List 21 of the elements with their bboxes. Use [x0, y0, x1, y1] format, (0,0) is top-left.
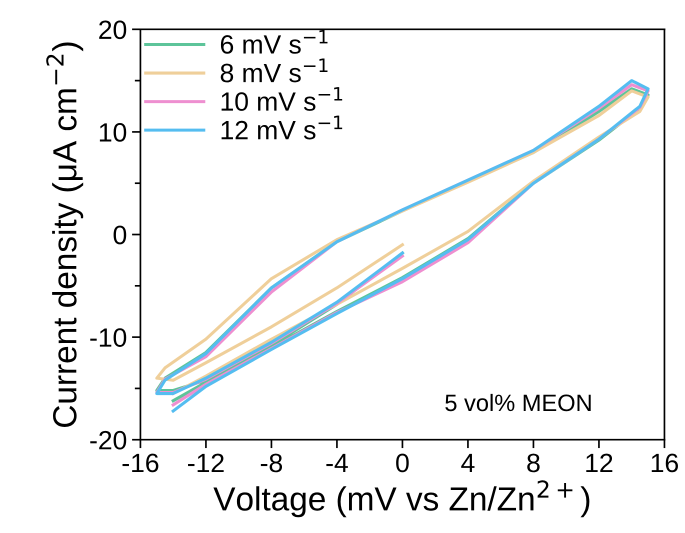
- x-axis-title: Voltage (mV vs Zn/Zn$^{2+}$): [213, 480, 590, 518]
- y-axis-title: Current density (μA cm$^{−2}$): [46, 42, 84, 427]
- x-tick-label: -16: [122, 454, 158, 472]
- x-tick-label: -8: [260, 454, 282, 472]
- x-tick-label: 12: [586, 454, 612, 472]
- x-tick-label: 8: [527, 454, 540, 472]
- y-tick-label: 10: [100, 123, 126, 142]
- x-tick-label: -4: [326, 454, 348, 472]
- legend-label: 8 mV s$^{−1}$: [220, 58, 328, 82]
- legend-label: 12 mV s$^{−1}$: [222, 116, 342, 140]
- annotation: 5 vol% MEON: [445, 394, 591, 412]
- legend-label: 6 mV s$^{−1}$: [220, 30, 328, 54]
- y-tick-label: -10: [90, 328, 126, 347]
- x-tick-label: 0: [396, 454, 409, 472]
- y-tick-label: 0: [114, 226, 126, 244]
- legend-label: 10 mV s$^{−1}$: [222, 87, 342, 111]
- y-tick-label: 20: [99, 20, 126, 40]
- y-tick-label: -20: [90, 430, 126, 450]
- x-tick-label: -12: [188, 454, 224, 472]
- x-tick-label: 16: [652, 454, 678, 472]
- x-tick-label: 4: [461, 454, 475, 472]
